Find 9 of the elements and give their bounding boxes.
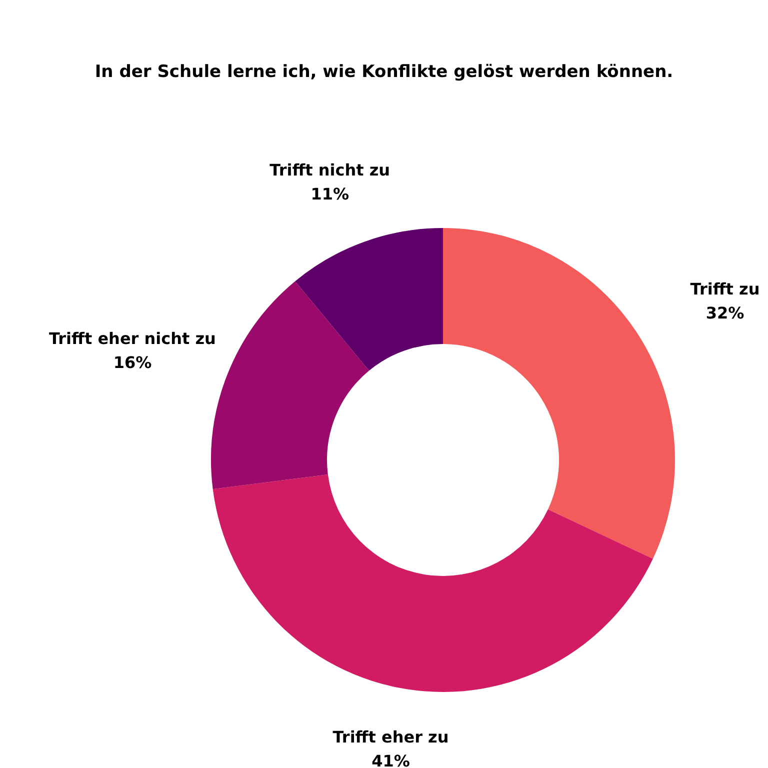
slice-label: Trifft nicht zu (270, 160, 390, 180)
data-label: 16% (113, 352, 152, 372)
slice-label: Trifft eher nicht zu (48, 328, 216, 348)
slice-label: Trifft eher zu (332, 728, 449, 747)
chart-title: In der Schule lerne ich, wie Konflikte gelöst werden können. (94, 62, 674, 82)
slice-label: Trifft zu (690, 280, 760, 299)
data-label: 41% (372, 752, 410, 768)
data-label: 11% (310, 184, 350, 204)
data-label: 32% (706, 304, 744, 323)
